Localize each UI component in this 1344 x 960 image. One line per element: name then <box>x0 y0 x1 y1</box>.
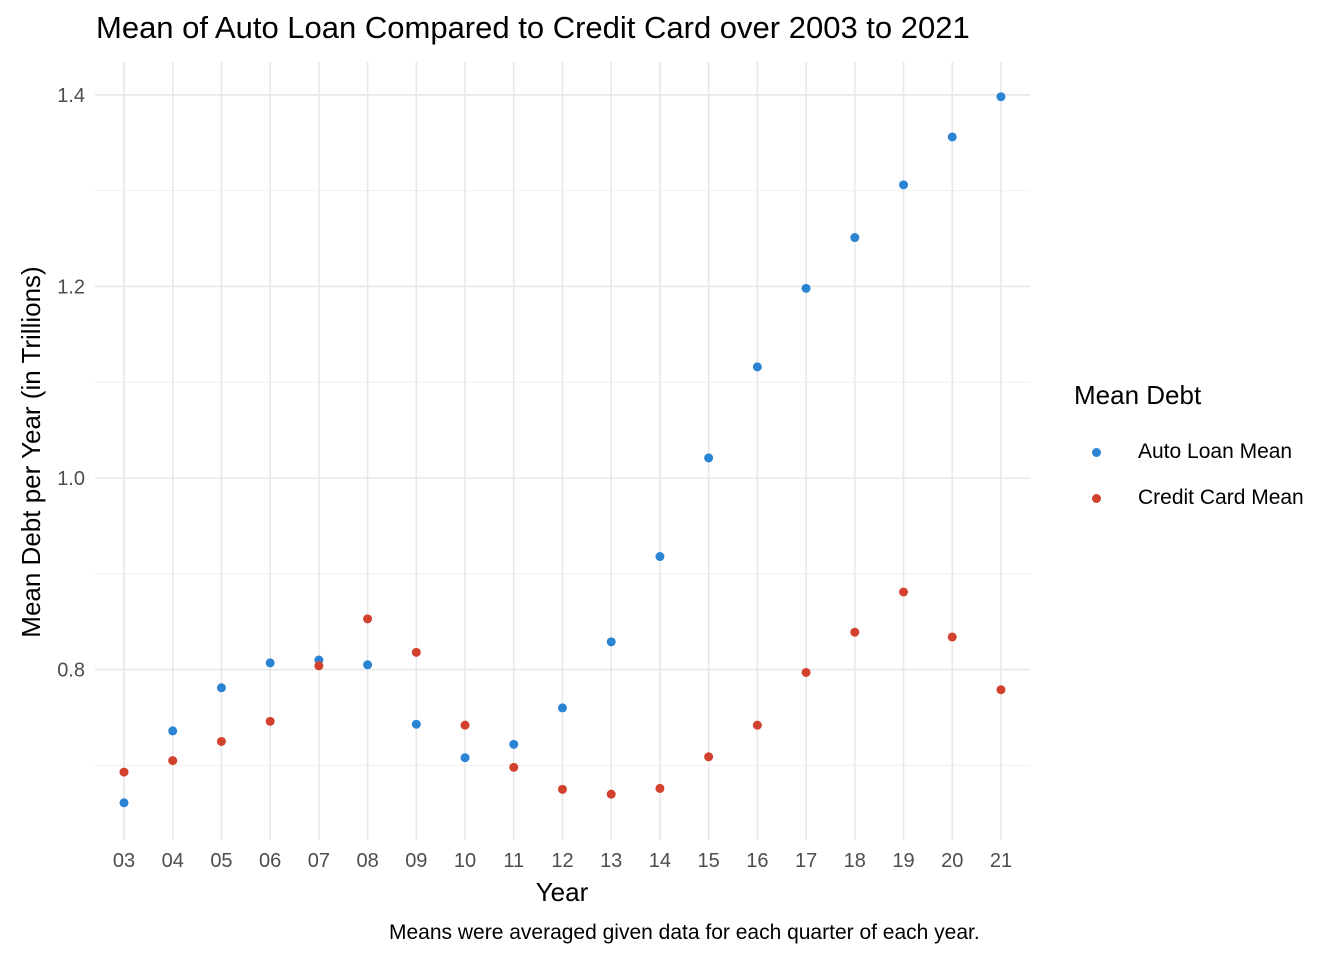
point-auto-loan-mean <box>850 233 860 243</box>
point-auto-loan-mean <box>655 552 665 562</box>
x-tick-label: 08 <box>356 850 378 872</box>
point-auto-loan-mean <box>265 658 275 668</box>
y-tick-label: 1.0 <box>57 468 85 490</box>
point-auto-loan-mean <box>460 753 470 763</box>
point-credit-card-mean <box>655 783 665 793</box>
x-tick-label: 10 <box>454 850 476 872</box>
point-auto-loan-mean <box>216 683 226 693</box>
point-credit-card-mean <box>363 614 373 624</box>
x-tick-label: 15 <box>698 850 720 872</box>
y-tick-label: 1.2 <box>57 276 85 298</box>
x-tick-label: 16 <box>746 850 768 872</box>
point-auto-loan-mean <box>899 180 909 190</box>
legend-item-auto-loan: Auto Loan Mean <box>1074 429 1304 475</box>
x-tick-label: 04 <box>162 850 184 872</box>
chart-caption: Means were averaged given data for each … <box>389 921 980 944</box>
point-auto-loan-mean <box>996 92 1006 102</box>
point-credit-card-mean <box>460 720 470 730</box>
point-credit-card-mean <box>801 667 811 677</box>
point-credit-card-mean <box>314 661 324 671</box>
point-credit-card-mean <box>216 736 226 746</box>
legend-key-auto-loan <box>1092 447 1101 457</box>
legend-key-credit-card <box>1092 493 1101 503</box>
x-tick-label: 12 <box>551 850 573 872</box>
y-tick-label: 1.4 <box>57 85 85 107</box>
x-tick-label: 09 <box>405 850 427 872</box>
x-tick-label: 19 <box>892 850 914 872</box>
x-tick-label: 07 <box>308 850 330 872</box>
x-tick-label: 14 <box>649 850 671 872</box>
point-auto-loan-mean <box>752 362 762 372</box>
point-credit-card-mean <box>509 762 519 772</box>
point-auto-loan-mean <box>606 637 616 647</box>
point-credit-card-mean <box>996 685 1006 695</box>
x-axis-title: Year <box>536 877 589 907</box>
point-credit-card-mean <box>265 716 275 726</box>
x-tick-label: 06 <box>259 850 281 872</box>
point-credit-card-mean <box>557 784 567 794</box>
x-tick-label: 17 <box>795 850 817 872</box>
x-tick-label: 05 <box>210 850 232 872</box>
point-auto-loan-mean <box>119 798 129 808</box>
point-credit-card-mean <box>850 627 860 637</box>
x-tick-labels: 03 04 05 06 07 08 09 10 11 12 13 14 15 16 17 18 19 20 21 <box>113 850 1012 872</box>
x-tick-label: 03 <box>113 850 135 872</box>
point-credit-card-mean <box>899 587 909 597</box>
point-credit-card-mean <box>606 789 616 799</box>
point-auto-loan-mean <box>509 739 519 749</box>
point-auto-loan-mean <box>363 660 373 670</box>
y-tick-labels: 0.8 1.0 1.2 1.4 <box>57 85 85 682</box>
point-auto-loan-mean <box>557 703 567 713</box>
point-auto-loan-mean <box>411 719 421 729</box>
point-auto-loan-mean <box>801 283 811 293</box>
data-points <box>119 92 1006 808</box>
legend: Mean Debt Auto Loan Mean Credit Card Mea… <box>1074 380 1304 521</box>
x-tick-label: 11 <box>503 850 524 872</box>
point-credit-card-mean <box>119 767 129 777</box>
legend-item-credit-card: Credit Card Mean <box>1074 475 1304 521</box>
legend-label-credit-card: Credit Card Mean <box>1138 486 1304 509</box>
point-credit-card-mean <box>752 720 762 730</box>
x-tick-label: 20 <box>941 850 963 872</box>
legend-label-auto-loan: Auto Loan Mean <box>1138 440 1293 463</box>
point-auto-loan-mean <box>168 726 178 736</box>
point-credit-card-mean <box>411 647 421 657</box>
y-axis-title: Mean Debt per Year (in Trillions) <box>16 266 46 637</box>
grid-lines <box>95 62 1030 840</box>
point-auto-loan-mean <box>704 453 714 463</box>
x-tick-label: 21 <box>990 850 1012 872</box>
point-credit-card-mean <box>947 632 957 642</box>
y-tick-label: 0.8 <box>57 660 85 682</box>
legend-title: Mean Debt <box>1074 380 1202 410</box>
chart-title: Mean of Auto Loan Compared to Credit Car… <box>96 10 970 45</box>
point-credit-card-mean <box>168 756 178 766</box>
x-tick-label: 13 <box>600 850 622 872</box>
point-auto-loan-mean <box>947 132 957 142</box>
point-credit-card-mean <box>704 752 714 762</box>
x-tick-label: 18 <box>844 850 866 872</box>
